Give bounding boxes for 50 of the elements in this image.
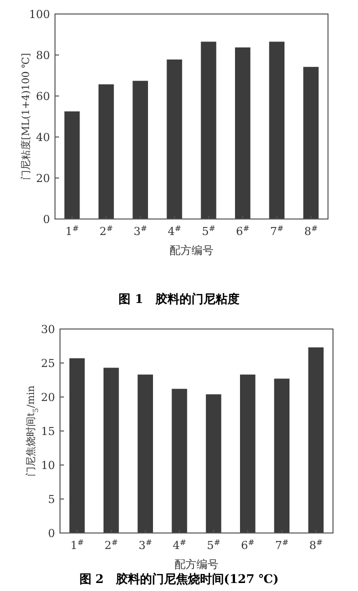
y-tick-label: 20 (36, 172, 50, 185)
x-tick-label: 2$^{#}$ (104, 538, 118, 552)
bar (138, 374, 153, 533)
bar (172, 388, 188, 533)
bar (303, 66, 319, 219)
x-tick-label: 1$^{#}$ (65, 224, 79, 238)
bar (274, 378, 290, 533)
y-tick-label: 25 (41, 357, 55, 370)
y-tick-label: 5 (48, 493, 55, 506)
y-tick-label: 0 (48, 527, 55, 540)
y-tick-label: 80 (36, 49, 50, 62)
text: 图 1 胶料的门尼粘度 (118, 292, 240, 306)
bar (308, 347, 324, 533)
bar (104, 368, 119, 533)
x-tick-label: 5$^{#}$ (206, 538, 220, 552)
x-tick-label: 4$^{#}$ (168, 224, 182, 238)
bar (64, 111, 80, 219)
x-tick-label: 8$^{#}$ (304, 224, 318, 238)
text: 图 2 胶料的门尼焦烧时间(127 ℃) (79, 572, 279, 586)
y-tick-label: 40 (36, 131, 50, 144)
x-tick-label: 7$^{#}$ (275, 538, 289, 552)
y-tick-label: 0 (43, 213, 50, 226)
bar (98, 84, 114, 219)
bar (269, 42, 284, 219)
x-tick-label: 6$^{#}$ (236, 224, 250, 238)
x-tick-label: 5$^{#}$ (202, 224, 216, 238)
x-tick-label: 7$^{#}$ (270, 224, 284, 238)
x-axis-title: 配方编号 (174, 558, 218, 571)
x-axis-title: 配方编号 (170, 244, 214, 257)
x-tick-label: 2$^{#}$ (99, 224, 113, 238)
y-tick-label: 30 (41, 323, 55, 336)
y-tick-label: 10 (41, 459, 55, 472)
bar (69, 358, 85, 533)
x-tick-label: 1$^{#}$ (70, 538, 84, 552)
bar (200, 42, 216, 219)
bar (240, 374, 256, 533)
x-tick-label: 3$^{#}$ (134, 224, 148, 238)
y-tick-label: 15 (41, 425, 55, 438)
bar (206, 394, 222, 533)
y-tick-label: 60 (36, 90, 50, 103)
x-tick-label: 4$^{#}$ (172, 538, 186, 552)
bar (166, 60, 182, 219)
y-tick-label: 100 (29, 8, 50, 21)
y-tick-label: 20 (41, 391, 55, 404)
x-tick-label: 3$^{#}$ (138, 538, 152, 552)
x-tick-label: 8$^{#}$ (309, 538, 323, 552)
x-tick-label: 6$^{#}$ (240, 538, 254, 552)
y-axis-title: 门尼粘度[ML(1+4)100 ℃] (20, 52, 32, 180)
bar (235, 47, 250, 219)
bar (132, 80, 148, 219)
